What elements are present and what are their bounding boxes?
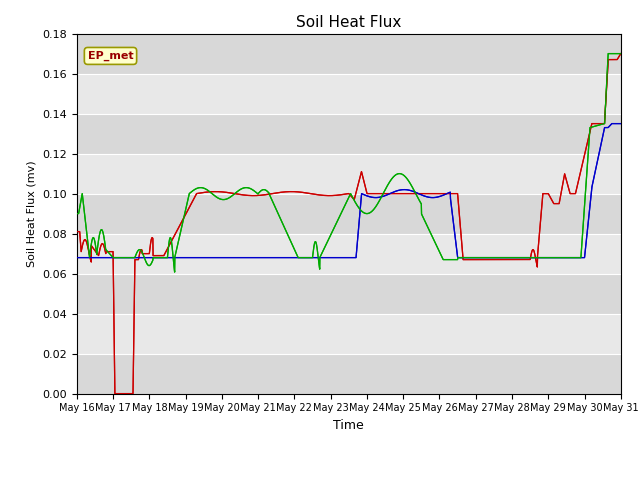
Title: Soil Heat Flux: Soil Heat Flux [296,15,401,30]
SHF3 [281,226,289,231]
SHF3 [479,255,486,261]
Bar [77,34,621,73]
Bar [77,313,621,354]
SHF1 [172,230,180,236]
Bar [77,154,621,193]
Bar [77,274,621,313]
SHF3 [520,255,528,261]
SHF1 [399,191,407,196]
Y-axis label: Soil Heat Flux (mv): Soil Heat Flux (mv) [27,160,36,267]
Bar [77,193,621,234]
SHF2 [427,194,435,200]
SHF2 [617,120,625,126]
SHF2 [172,255,179,261]
Bar [77,73,621,114]
Line: SHF1: SHF1 [77,54,621,394]
SHF2 [608,120,616,126]
Line: SHF3: SHF3 [77,54,621,272]
SHF2 [73,255,81,261]
SHF3 [427,230,435,236]
SHF3 [604,51,612,57]
SHF2 [399,187,407,192]
SHF1 [427,191,435,196]
SHF2 [479,255,486,261]
Legend: SHF1, SHF2, SHF3: SHF1, SHF2, SHF3 [209,479,489,480]
SHF3 [172,250,180,256]
Text: EP_met: EP_met [88,51,133,61]
Bar [77,234,621,274]
SHF1 [520,257,528,263]
SHF3 [617,51,625,57]
SHF2 [281,255,289,261]
Bar [77,354,621,394]
SHF3 [171,269,179,275]
SHF3 [73,211,81,216]
SHF1 [111,391,119,396]
SHF1 [617,51,625,57]
SHF3 [399,172,407,178]
SHF1 [281,189,289,195]
SHF1 [479,257,486,263]
X-axis label: Time: Time [333,419,364,432]
Bar [77,114,621,154]
SHF1 [73,228,81,234]
SHF2 [520,255,528,261]
Line: SHF2: SHF2 [77,123,621,258]
